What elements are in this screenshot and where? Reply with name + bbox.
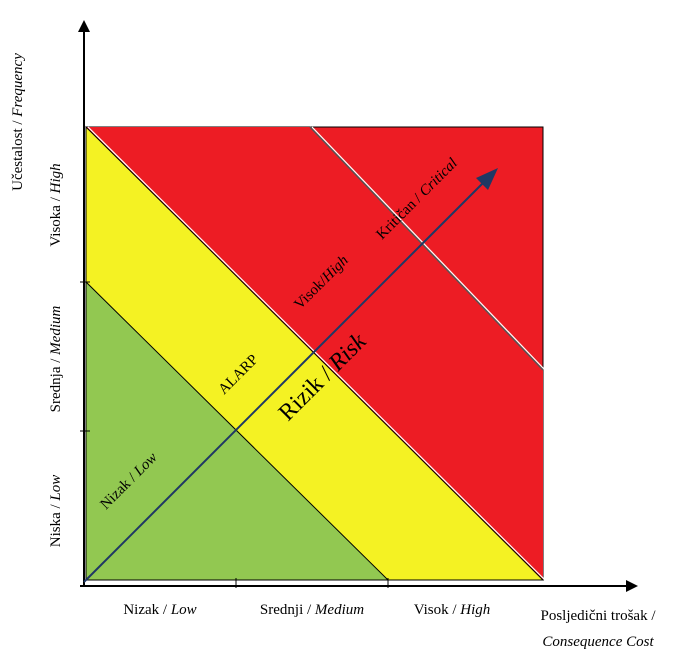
y-tick-label-low: Niska / Low — [48, 475, 64, 548]
x-tick-label-high: Visok / High — [414, 602, 491, 618]
y-tick-label-medium: Srednja / Medium — [48, 306, 64, 413]
boundary-high-critical — [309, 126, 544, 371]
y-axis-title: Učestalost / Frequency — [10, 53, 26, 191]
x-tick-label-medium: Srednji / Medium — [260, 602, 364, 618]
x-tick-label-low: Nizak / Low — [123, 602, 196, 618]
x-axis-title-line2: Consequence Cost — [542, 634, 654, 650]
y-tick-label-high: Visoka / High — [48, 163, 64, 246]
x-axis-title-line1: Posljedični trošak / — [541, 608, 657, 624]
risk-arrow — [83, 168, 498, 583]
boundary-high-critical-light — [311, 126, 546, 371]
boundary-alarp-high-light — [87, 126, 546, 581]
